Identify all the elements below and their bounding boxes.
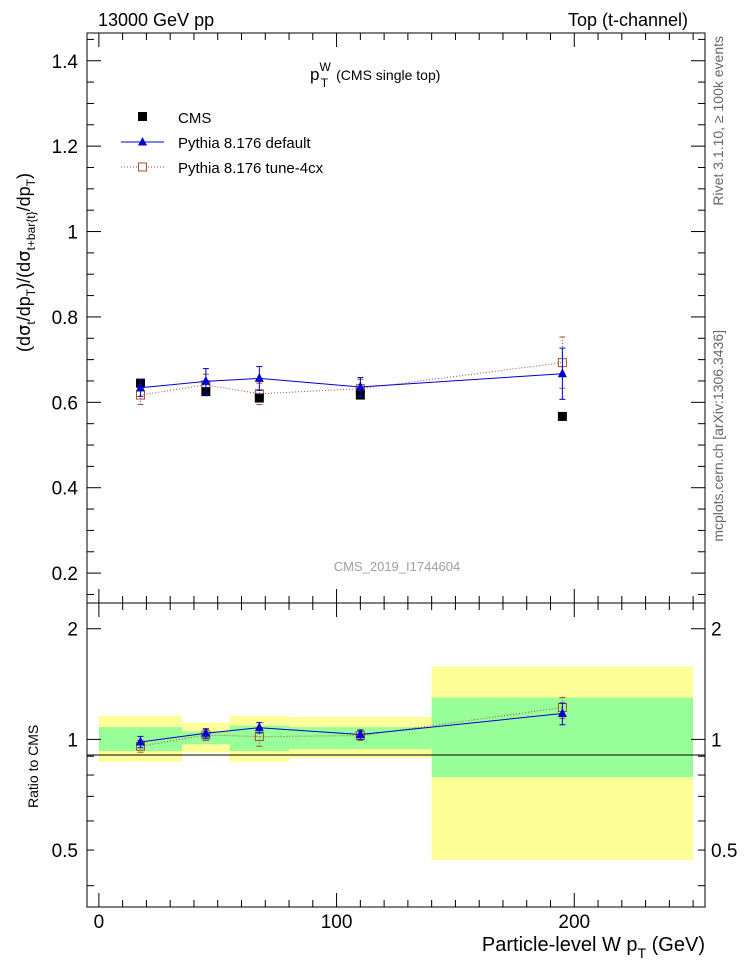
title-p: p (310, 65, 319, 84)
header-energy-label: 13000 GeV pp (98, 10, 214, 30)
legend-entry-cms: CMS (138, 110, 211, 127)
main-y-tick-label: 0.6 (52, 393, 78, 414)
legend-cms-marker (138, 112, 147, 121)
legend-default-marker (138, 137, 147, 146)
ratio-y-tick-label-right: 2 (711, 620, 722, 641)
ratio-y-tick-label-right: 0.5 (711, 841, 737, 862)
ratio-tune-line (140, 707, 563, 747)
main-default-point (135, 382, 145, 392)
ratio-panel: 0.5 0.5 1 1 2 2 0 100 200 Ratio to CMS Particle-… (25, 602, 737, 961)
ratio-x-tick-label: 100 (321, 912, 353, 933)
ratio-default-point (254, 722, 264, 732)
ratio-x-tick-label: 200 (558, 912, 590, 933)
ratio-default-point (135, 736, 145, 746)
main-cms-point (557, 411, 567, 421)
main-default-point (201, 375, 211, 385)
main-panel: 0.20.40.60.811.21.4 pW T (CMS single top) … (14, 32, 706, 604)
header-process-label: Top (t-channel) (568, 10, 688, 30)
main-y-tick-label: 0.2 (52, 564, 78, 585)
main-default-point (557, 368, 567, 378)
main-title: pW T (CMS single top) (310, 60, 440, 90)
legend-tune-label: Pythia 8.176 tune-4cx (178, 160, 324, 177)
legend-entry-tune: Pythia 8.176 tune-4cx (121, 160, 324, 177)
main-y-tick-label: 0.8 (52, 308, 78, 329)
ratio-default-point (355, 729, 365, 739)
ratio-xlabel: Particle-level W pT (GeV) (482, 934, 705, 961)
legend-default-label: Pythia 8.176 default (178, 135, 311, 152)
main-ylabel: (dσt/dpT)/(dσt+bar{t}/dpT) (14, 173, 38, 352)
main-y-tick-label: 1.2 (52, 137, 78, 158)
ratio-y-tick-label-left: 2 (67, 620, 78, 641)
main-y-tick-label: 1.4 (52, 52, 79, 73)
main-y-tick-label: 0.4 (52, 479, 79, 500)
legend-cms-label: CMS (178, 110, 211, 127)
ratio-frame (86, 602, 706, 908)
main-default-point (355, 381, 365, 391)
legend-tune-marker (138, 162, 147, 172)
ratio-x-tick-label: 0 (94, 912, 105, 933)
ratio-default-point (557, 708, 567, 718)
ratio-y-tick-label-left: 0.5 (52, 841, 78, 862)
rivet-label: Rivet 3.1.10, ≥ 100k events (710, 36, 726, 206)
ratio-ylabel: Ratio to CMS (25, 725, 41, 808)
mcplots-label: mcplots.cern.ch [arXiv:1306.3436] (710, 330, 726, 542)
main-cms-point (254, 393, 264, 403)
main-y-tick-label: 1 (67, 223, 78, 244)
legend-entry-default: Pythia 8.176 default (121, 135, 311, 152)
ratio-y-tick-label-right: 1 (711, 730, 722, 751)
title-sup: W (319, 60, 331, 74)
main-default-point (254, 372, 264, 382)
ratio-y-tick-label-left: 1 (67, 730, 78, 751)
ratio-default-point (201, 727, 211, 737)
title-sub: T (321, 76, 329, 90)
legend: CMS Pythia 8.176 default Pythia 8.176 tu… (121, 110, 324, 177)
title-suffix: (CMS single top) (336, 67, 440, 83)
analysis-watermark: CMS_2019_I1744604 (334, 559, 461, 574)
